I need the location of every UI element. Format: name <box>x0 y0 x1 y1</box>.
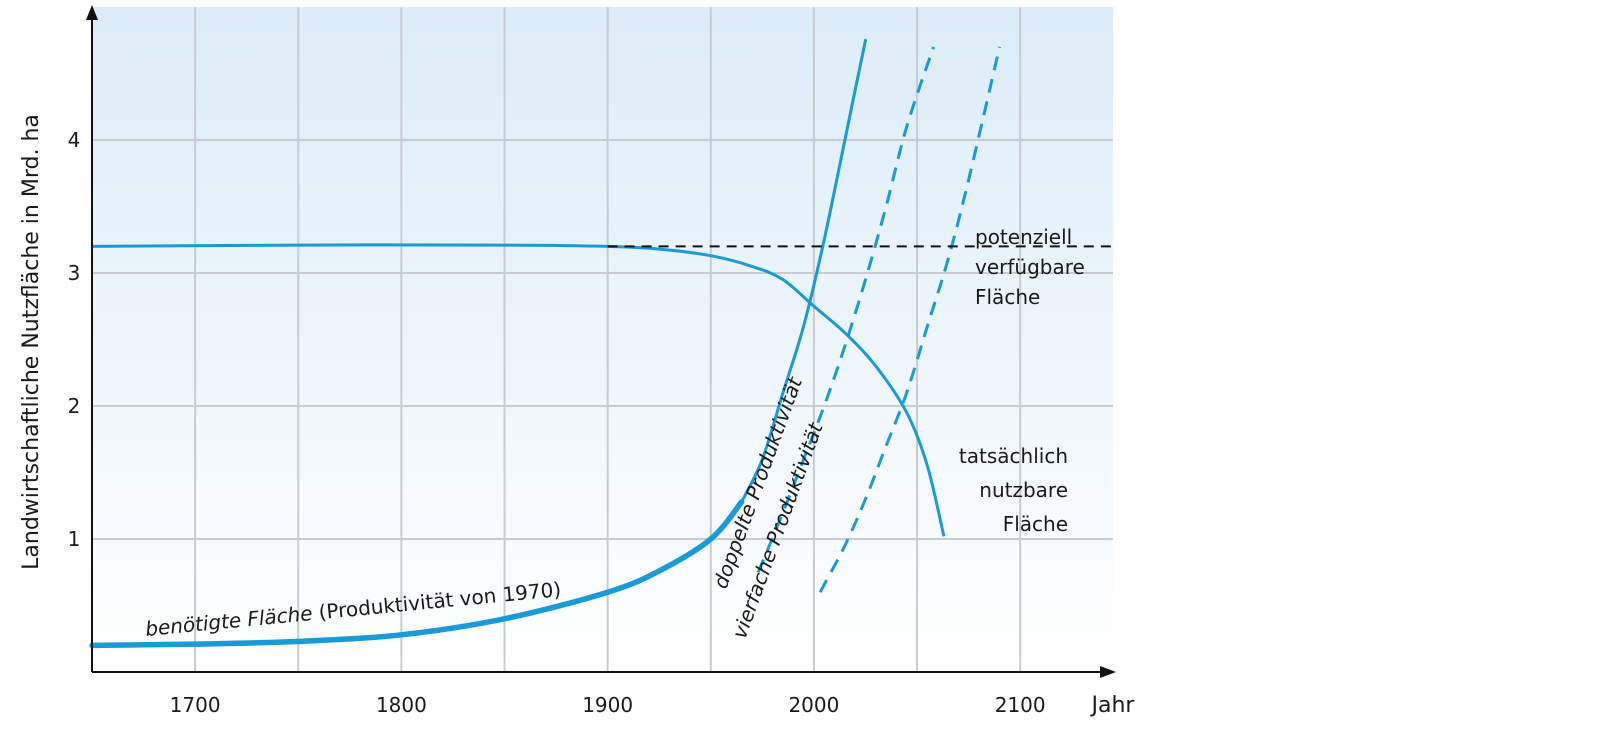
x-tick-label: 1900 <box>582 693 633 717</box>
x-tick-label: 2000 <box>788 693 839 717</box>
series-vierfach <box>818 46 1002 593</box>
plot-background <box>92 7 1113 672</box>
x-tick-label: 1800 <box>376 693 427 717</box>
y-tick-label: 1 <box>68 527 81 551</box>
grid <box>92 7 1113 672</box>
annotation-tatsaechlich-line: Fläche <box>1003 512 1068 536</box>
series-tatsaechlich <box>91 243 946 537</box>
series-benoetigt-lower <box>89 499 745 649</box>
x-axis-arrow <box>1100 666 1116 678</box>
y-axis-title: Landwirtschaftliche Nutzfläche in Mrd. h… <box>19 114 44 570</box>
annotation-potenziell-line: potenziell <box>975 225 1072 249</box>
tick-labels: 1700 1800 1900 2000 2100 1 2 3 4 <box>68 128 1046 717</box>
x-tick-label: 1700 <box>170 693 221 717</box>
series-layer <box>89 38 1113 649</box>
annotation-tatsaechlich-line: tatsächlich <box>959 444 1068 468</box>
y-tick-label: 3 <box>68 261 81 285</box>
x-axis-title: Jahr <box>1090 693 1136 718</box>
y-axis-arrow <box>86 5 98 20</box>
axes <box>86 5 1116 678</box>
x-tick-label: 2100 <box>995 693 1046 717</box>
annotation-potenziell-line: Fläche <box>975 285 1040 309</box>
y-tick-label: 4 <box>68 128 81 152</box>
y-tick-label: 2 <box>68 394 81 418</box>
annotation-potenziell-line: verfügbare <box>975 255 1085 279</box>
series-benoetigt-upper <box>740 38 867 504</box>
annotation-tatsaechlich-line: nutzbare <box>979 478 1068 502</box>
